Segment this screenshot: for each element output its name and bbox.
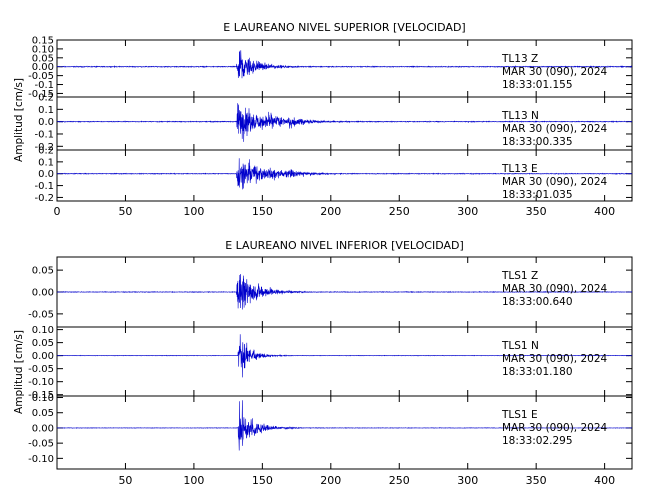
- y-tick-label: -0.2: [34, 193, 54, 204]
- y-tick-label: -0.10: [28, 454, 54, 465]
- y-axis-label: Amplitud [cm/s]: [13, 78, 25, 162]
- panels: E LAUREANO NIVEL SUPERIOR [VELOCIDAD] Amp…: [13, 21, 633, 487]
- record-time-label: 18:33:01.035: [502, 189, 573, 201]
- chart-group-1: E LAUREANO NIVEL SUPERIOR [VELOCIDAD] Amp…: [13, 21, 633, 218]
- record-time-label: 18:33:01.180: [502, 366, 573, 378]
- station-channel-label: TLS1 N: [501, 340, 539, 352]
- record-time-label: 18:33:01.155: [502, 79, 573, 91]
- x-tick-label: 0: [54, 205, 61, 218]
- y-tick-label: -0.05: [28, 71, 54, 82]
- x-tick-label: 50: [118, 205, 132, 218]
- y-tick-label: 0.0: [38, 117, 54, 128]
- x-tick-label: 300: [457, 205, 478, 218]
- y-tick-label: 0.10: [32, 325, 54, 336]
- x-tick-label: 350: [526, 474, 547, 487]
- record-date-label: MAR 30 (090), 2024: [502, 66, 608, 78]
- y-tick-label: 0.00: [32, 351, 54, 362]
- waveform-trace: [56, 273, 633, 310]
- y-tick-label: 0.00: [32, 423, 54, 434]
- y-tick-label: 0.1: [38, 105, 54, 116]
- x-tick-label: 100: [183, 205, 204, 218]
- record-time-label: 18:33:00.335: [502, 136, 573, 148]
- y-tick-label: 0.05: [32, 266, 54, 277]
- record-time-label: 18:33:02.295: [502, 435, 573, 447]
- waveform-trace: [56, 50, 633, 79]
- x-tick-label: 200: [320, 474, 341, 487]
- y-tick-label: -0.15: [28, 390, 54, 401]
- y-tick-label: -0.1: [34, 181, 54, 192]
- x-tick-label: 100: [183, 474, 204, 487]
- x-tick-label: 400: [594, 205, 615, 218]
- station-channel-label: TLS1 E: [501, 409, 538, 421]
- x-tick-label: 300: [457, 474, 478, 487]
- panel-frame: [56, 149, 633, 202]
- y-tick-label: -0.15: [28, 89, 54, 100]
- channel-panel-1: 0.150.100.050.00-0.05-0.1-0.15 TL13 ZMAR …: [28, 36, 633, 100]
- y-tick-label: -0.1: [34, 129, 54, 140]
- waveform-trace: [56, 103, 633, 142]
- chart-title: E LAUREANO NIVEL INFERIOR [VELOCIDAD]: [225, 239, 464, 252]
- waveform-trace: [56, 334, 633, 378]
- station-channel-label: TL13 E: [501, 163, 538, 175]
- chart-title: E LAUREANO NIVEL SUPERIOR [VELOCIDAD]: [223, 21, 465, 34]
- record-date-label: MAR 30 (090), 2024: [502, 283, 608, 295]
- y-tick-label: -0.2: [34, 142, 54, 153]
- y-tick-label: 0.1: [38, 157, 54, 168]
- station-channel-label: TLS1 Z: [501, 270, 538, 282]
- record-time-label: 18:33:00.640: [502, 296, 573, 308]
- x-tick-label: 350: [526, 205, 547, 218]
- y-tick-label: 0.05: [32, 408, 54, 419]
- y-tick-label: 0.00: [32, 288, 54, 299]
- y-tick-label: 0.05: [32, 53, 54, 64]
- chart-group-2: E LAUREANO NIVEL INFERIOR [VELOCIDAD] Amp…: [13, 239, 633, 487]
- waveform-trace: [56, 400, 633, 451]
- x-tick-label: 250: [389, 205, 410, 218]
- y-tick-label: -0.05: [28, 309, 54, 320]
- y-tick-label: -0.05: [28, 364, 54, 375]
- y-axis-label: Amplitud [cm/s]: [13, 330, 25, 414]
- x-tick-label: 150: [252, 205, 273, 218]
- y-tick-label: -0.05: [28, 439, 54, 450]
- record-date-label: MAR 30 (090), 2024: [502, 123, 608, 135]
- y-tick-label: 0.15: [32, 36, 54, 47]
- x-tick-label: 200: [320, 205, 341, 218]
- y-tick-label: 0.00: [32, 62, 54, 73]
- x-tick-label: 400: [594, 474, 615, 487]
- y-tick-label: 0.2: [38, 146, 54, 157]
- y-tick-label: 0.10: [32, 44, 54, 55]
- record-date-label: MAR 30 (090), 2024: [502, 422, 608, 434]
- waveform-trace: [56, 158, 633, 190]
- y-tick-label: 0.2: [38, 93, 54, 104]
- x-tick-label: 50: [118, 474, 132, 487]
- panel-frame: [56, 395, 633, 470]
- record-date-label: MAR 30 (090), 2024: [502, 353, 608, 365]
- x-tick-label: 250: [389, 474, 410, 487]
- y-tick-label: 0.05: [32, 338, 54, 349]
- station-channel-label: TL13 N: [501, 110, 539, 122]
- y-tick-label: 0.0: [38, 169, 54, 180]
- x-tick-label: 150: [252, 474, 273, 487]
- station-channel-label: TL13 Z: [501, 53, 538, 65]
- record-date-label: MAR 30 (090), 2024: [502, 176, 608, 188]
- y-tick-label: -0.10: [28, 377, 54, 388]
- y-tick-label: 0.10: [32, 393, 54, 404]
- y-tick-label: -0.1: [34, 80, 54, 91]
